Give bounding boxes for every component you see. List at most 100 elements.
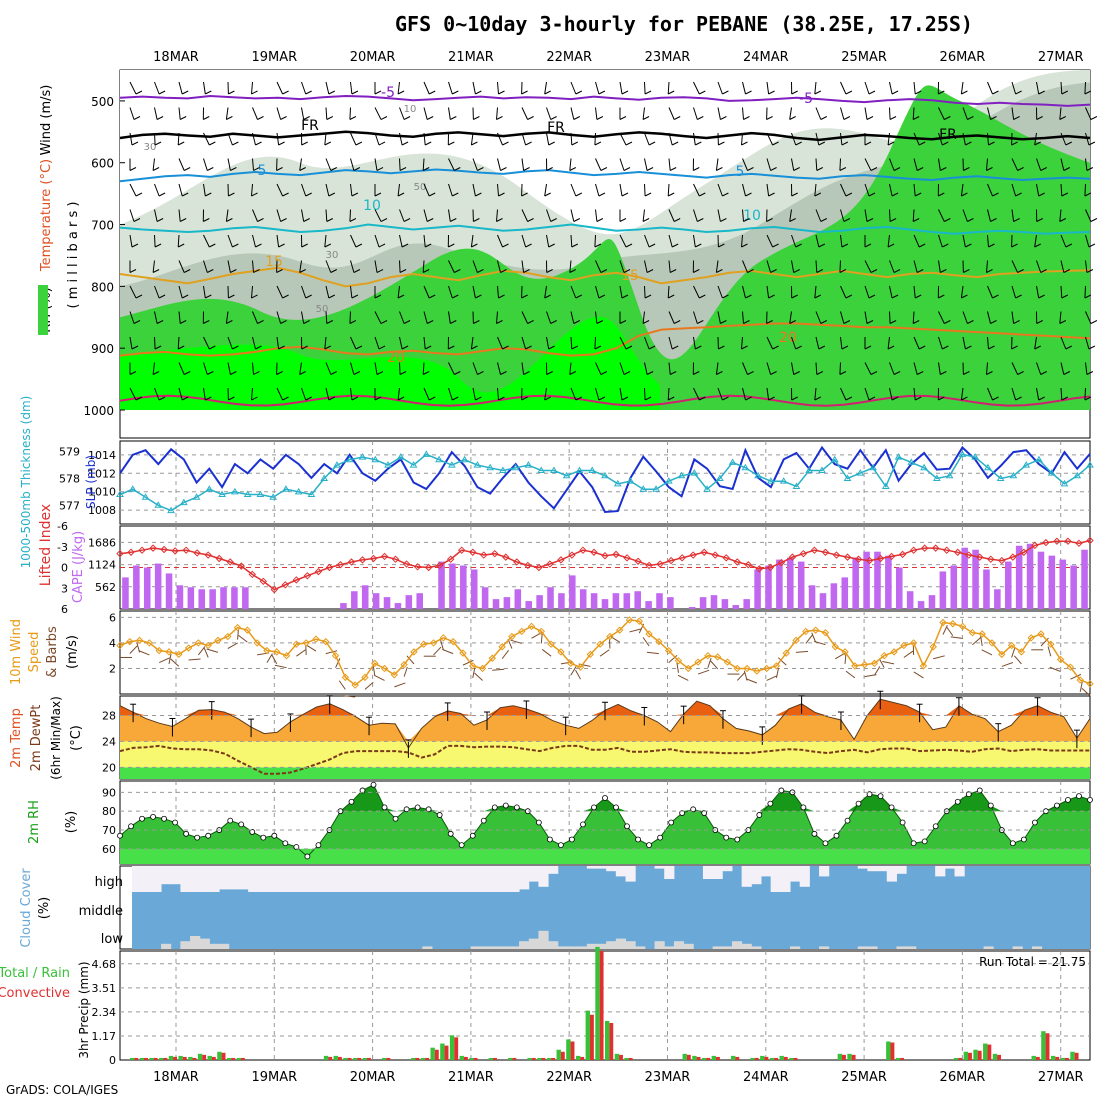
wind-barb <box>960 183 964 197</box>
wind-barb-flag <box>326 116 334 120</box>
wind-barb <box>374 132 380 146</box>
cloud-low-bar <box>731 941 743 949</box>
li-marker <box>601 552 609 560</box>
thickness-marker <box>767 477 775 484</box>
rh-marker <box>370 781 377 788</box>
wind-barb-flag <box>766 218 773 222</box>
wind-barb-flag <box>743 218 750 222</box>
wind-barb <box>814 285 817 299</box>
li-marker <box>1031 541 1039 550</box>
wind-barb-flag <box>625 345 633 350</box>
wind-barb-flag <box>548 345 555 350</box>
wind-barb-flag <box>154 243 162 248</box>
surface-wind-barb <box>570 666 577 676</box>
rh-marker <box>458 842 465 849</box>
surface-wind-barb <box>510 639 522 644</box>
wind-barb <box>472 362 478 375</box>
wind-barb-flag <box>498 90 505 95</box>
li-marker <box>568 551 576 559</box>
surface-wind-barb <box>364 681 374 690</box>
li-marker <box>931 544 940 552</box>
wind-barb <box>889 285 893 299</box>
wind-barb-flag <box>399 167 407 171</box>
wind-barb-flag <box>303 116 310 120</box>
wind-speed-marker <box>204 641 212 650</box>
cape-bar <box>187 587 195 609</box>
wind-barb <box>1011 260 1019 273</box>
lifted-index-line <box>119 539 1091 591</box>
wind-barb-flag <box>500 167 507 171</box>
rh-marker <box>657 834 664 841</box>
wind-speed-marker <box>870 659 879 668</box>
wind-barb <box>619 336 627 350</box>
cloud-high-clear <box>480 866 491 892</box>
cape-bar <box>470 569 478 609</box>
wind-barb <box>619 285 623 299</box>
wind-barb <box>544 81 547 95</box>
wind-barb-flag <box>789 116 796 120</box>
rh-marker <box>304 853 311 860</box>
wind-barb-flag <box>699 90 706 95</box>
wind-barb <box>887 234 890 248</box>
li-marker <box>435 561 444 570</box>
wind-barb <box>399 107 405 120</box>
thickness-marker <box>409 461 418 468</box>
wind-barb <box>864 209 868 222</box>
wind-barb <box>742 285 746 299</box>
wind-barb-flag <box>594 141 602 146</box>
rh-marker <box>348 798 355 805</box>
precip-total-bar <box>197 1053 203 1060</box>
li-marker <box>182 546 190 554</box>
wind-barb <box>276 209 282 222</box>
wind-barb-flag <box>887 345 895 350</box>
precip-total-bar <box>711 1055 716 1060</box>
wind-barb-flag <box>278 141 285 146</box>
wind-barb-flag <box>152 269 160 273</box>
rh-marker <box>767 800 774 807</box>
bottom-date-label: 26MAR <box>940 1070 986 1085</box>
cloud-low-bar <box>664 946 675 949</box>
rh-marker <box>1054 802 1060 809</box>
surface-wind-barb <box>227 642 238 649</box>
thickness-marker <box>537 466 546 473</box>
wind-barb-flag <box>454 371 461 375</box>
li-marker <box>171 547 179 555</box>
wind-barb <box>225 311 229 324</box>
surface-wind-barb <box>707 657 712 668</box>
cape-bar <box>688 607 696 609</box>
wind-barb-flag <box>646 371 654 375</box>
wind-barb-flag <box>646 269 654 273</box>
thickness-marker <box>307 490 316 498</box>
wind-barb <box>987 183 993 197</box>
wind-barb-flag <box>475 90 482 95</box>
cape-bar <box>536 595 543 609</box>
rh-marker <box>425 806 432 813</box>
precip-total-bar <box>983 1043 988 1060</box>
cape-bar <box>143 567 151 609</box>
surface-wind-barb <box>676 662 679 673</box>
wind-barb-flag <box>716 371 723 375</box>
wind-speed-marker <box>145 639 154 647</box>
wind-barb-flag <box>452 90 459 95</box>
thickness-marker <box>932 474 941 481</box>
thickness-marker <box>843 474 852 481</box>
wind-barb-flag <box>477 269 484 273</box>
li-tick-label: 6 <box>61 603 68 616</box>
wind-barb <box>864 285 870 299</box>
precip-convective-bar <box>987 1044 992 1060</box>
wind-barb <box>349 107 351 120</box>
wind-barb-flag <box>889 218 897 222</box>
wind-barb <box>644 260 648 273</box>
wind-barb-flag <box>600 167 608 171</box>
wind-barb <box>497 234 503 248</box>
wind-barb <box>1085 209 1092 222</box>
wind-barb-flag <box>477 371 484 375</box>
precip-convective-bar <box>337 1056 342 1060</box>
li-marker <box>1020 548 1028 556</box>
wind-barb-flag <box>135 294 143 299</box>
wind-barb <box>448 183 453 197</box>
surface-wind-barb <box>462 659 474 666</box>
wind-speed-marker <box>606 632 614 641</box>
wind-barb-flag <box>992 90 999 95</box>
wind-barb-flag <box>301 243 308 248</box>
